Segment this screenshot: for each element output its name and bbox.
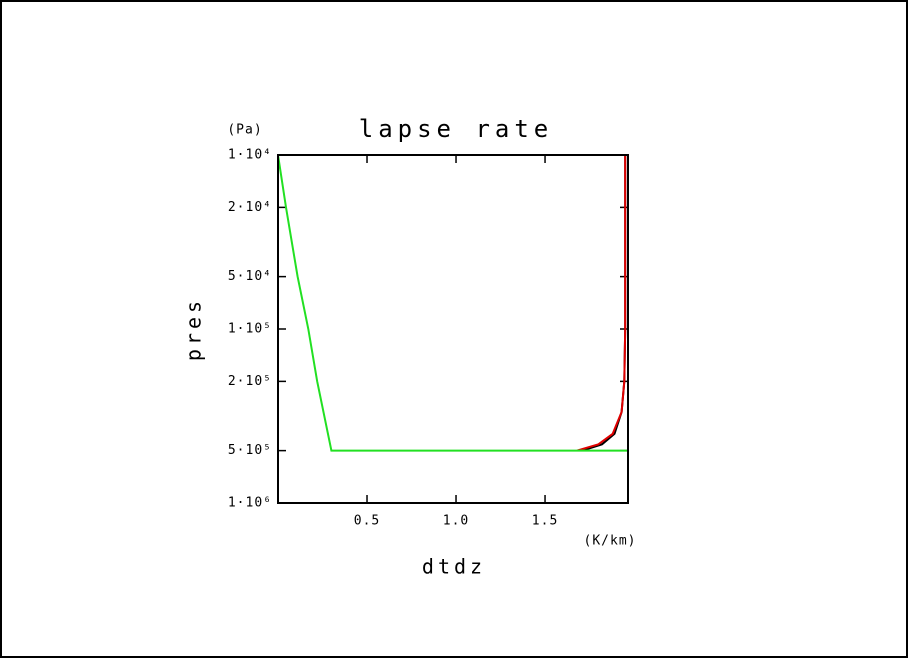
chart-title: lapse rate xyxy=(359,115,554,143)
y-tick-label: 2·10⁴ xyxy=(228,200,272,215)
y-tick-label: 1·10⁵ xyxy=(228,322,272,337)
plot-frame xyxy=(277,154,629,504)
y-axis-label: pres xyxy=(182,297,206,361)
x-tick-label: 1.0 xyxy=(443,514,469,529)
y-tick-label: 5·10⁵ xyxy=(228,443,272,458)
series-line xyxy=(576,155,627,452)
x-unit: (K/km) xyxy=(584,534,637,549)
x-tick-label: 0.5 xyxy=(354,514,380,529)
x-tick-label: 1.5 xyxy=(532,514,558,529)
y-unit: (Pa) xyxy=(227,123,262,138)
y-tick-label: 1·10⁴ xyxy=(228,148,272,163)
series-line xyxy=(277,154,629,503)
y-tick-label: 1·10⁶ xyxy=(228,496,272,511)
y-tick-label: 5·10⁴ xyxy=(228,269,272,284)
y-tick-label: 2·10⁵ xyxy=(228,374,272,389)
x-axis-label: dtdz xyxy=(422,555,486,579)
